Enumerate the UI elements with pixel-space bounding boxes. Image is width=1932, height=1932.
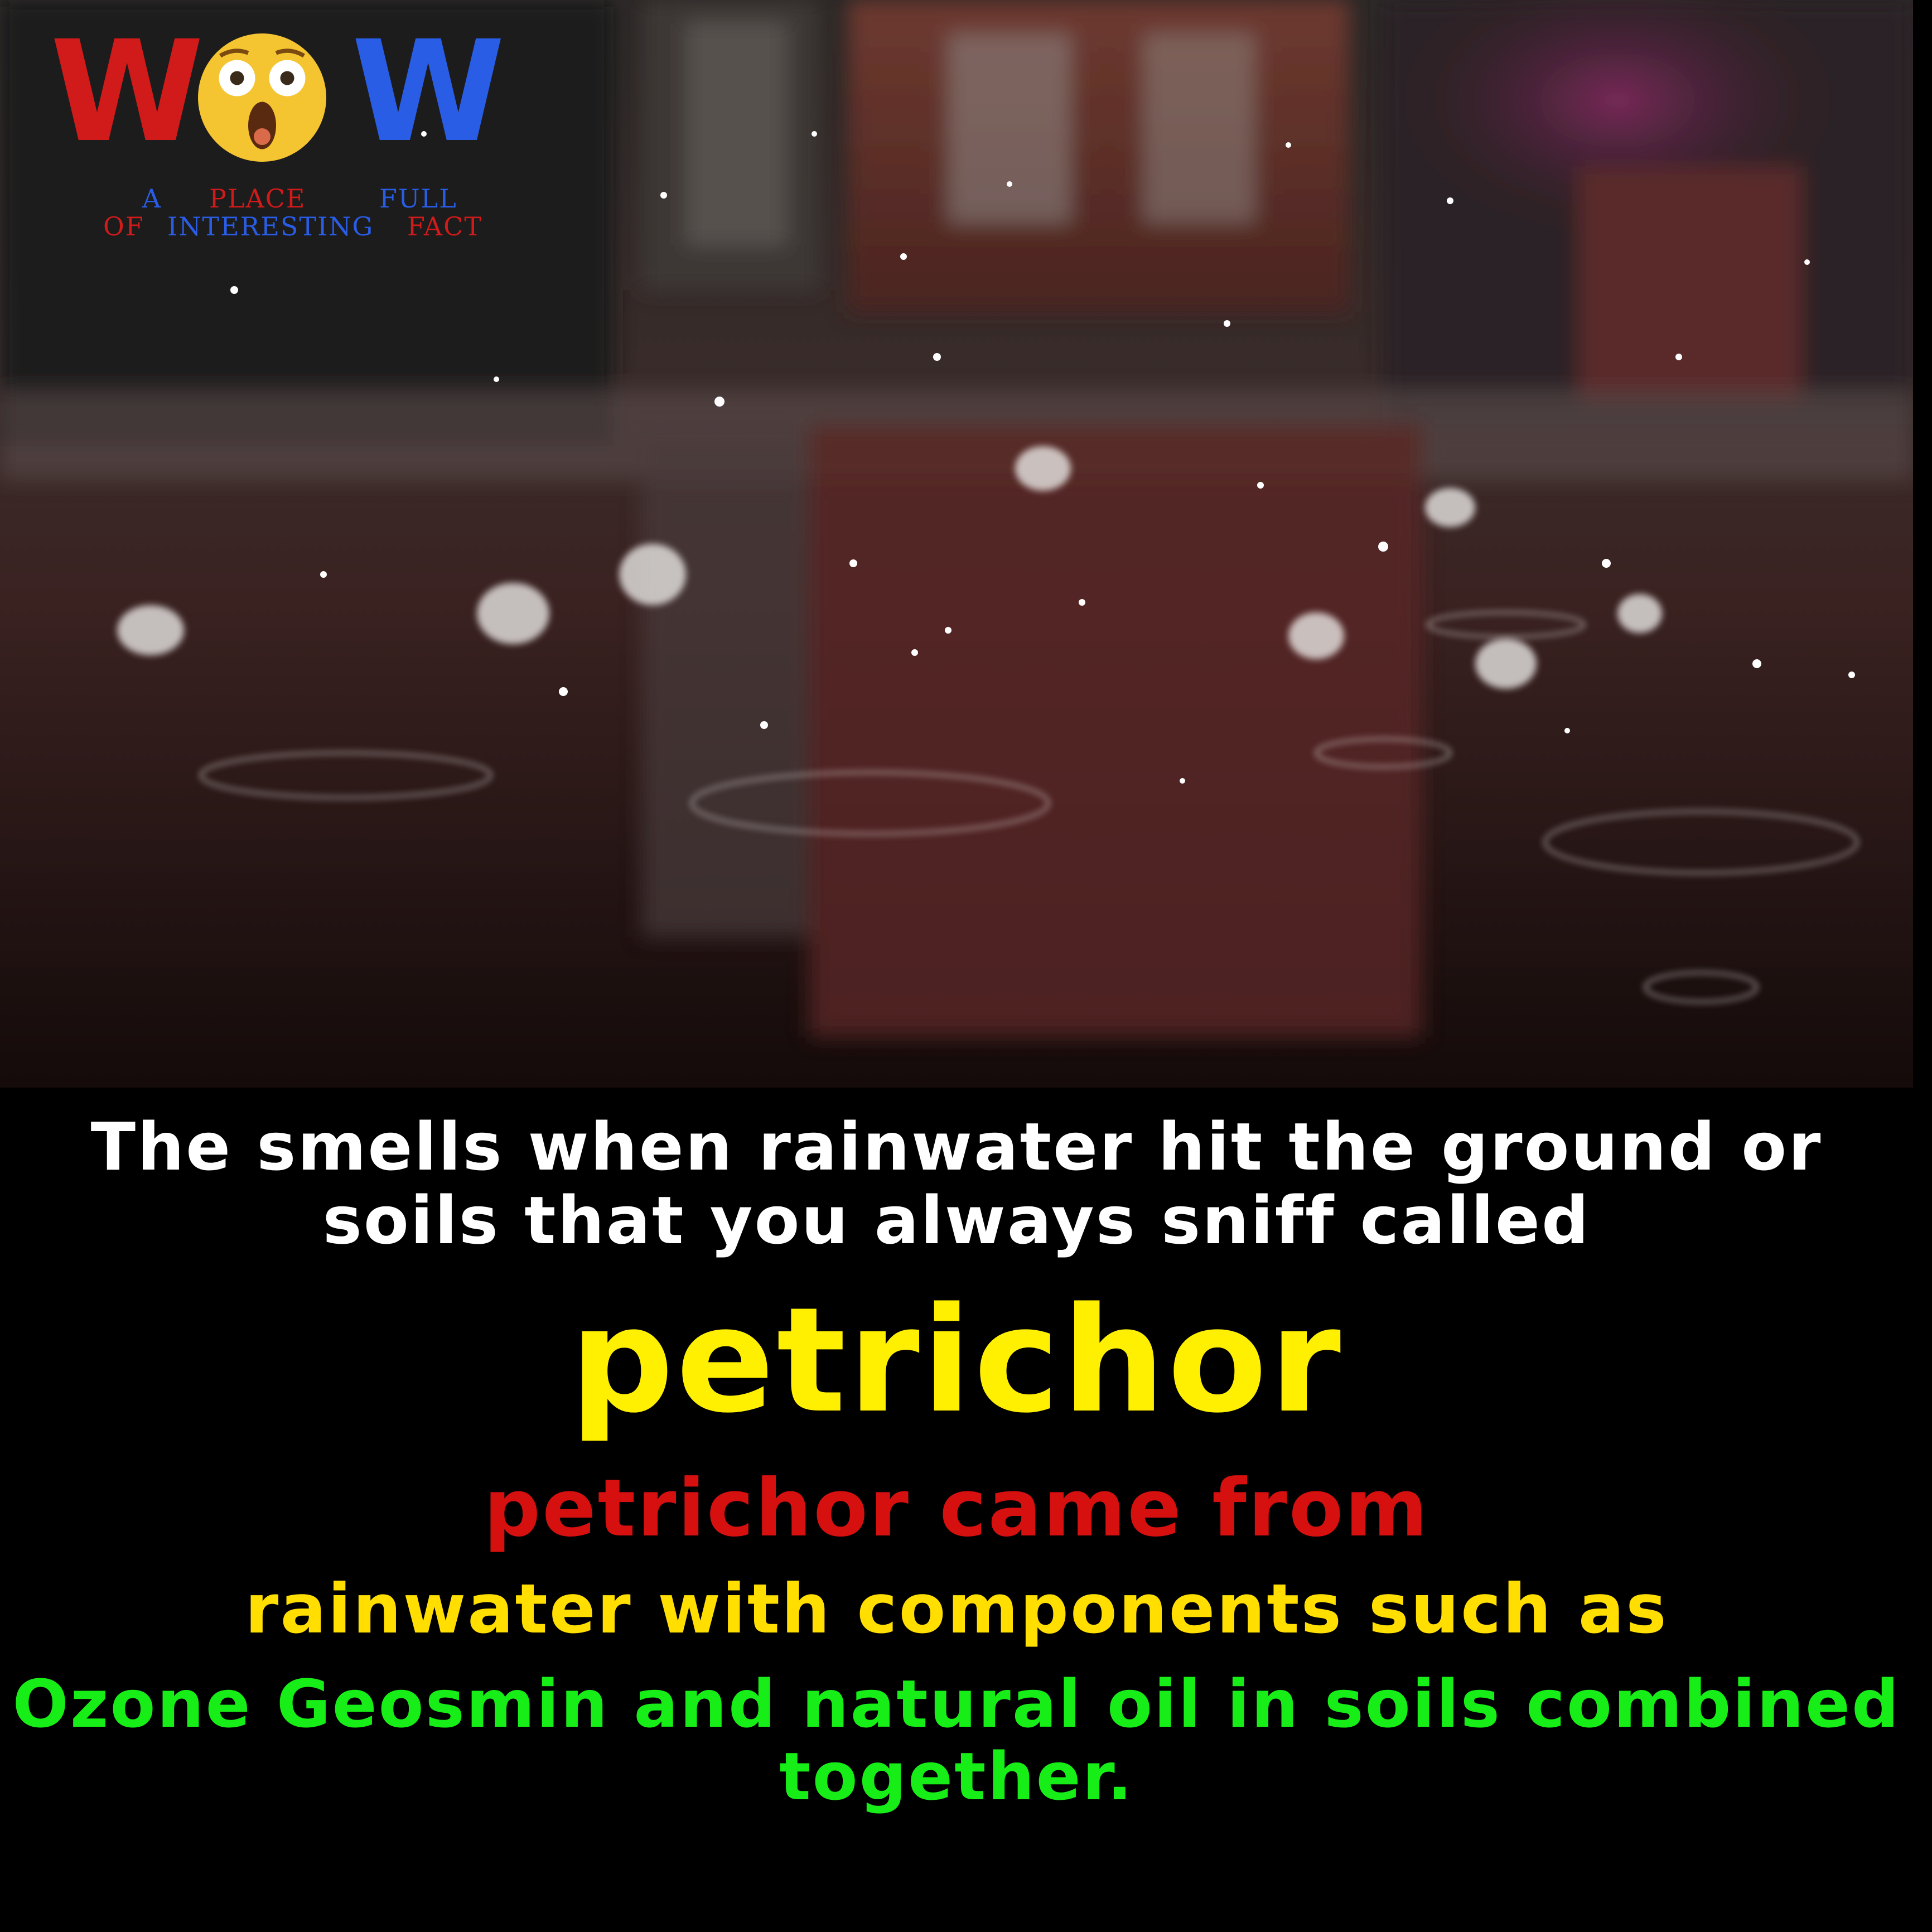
keyword-heading: petrichor <box>569 1277 1344 1445</box>
logo-tagline-a: A <box>142 183 162 214</box>
intro-text: The smells when rainwater hit the ground… <box>90 1108 1823 1259</box>
logo-tagline-place: PLACE <box>209 183 306 214</box>
wow-logo: W W A PLACE FULL OF INTERESTING FACT <box>50 11 505 241</box>
logo-letter-w-right: W <box>351 11 505 173</box>
logo-tagline-fact: FACT <box>407 211 483 241</box>
logo-tagline-full: FULL <box>379 183 457 214</box>
logo-tagline-of: OF <box>103 211 144 241</box>
origin-text: petrichor came from <box>484 1462 1429 1554</box>
components-text: Ozone Geosmin and natural oil in soils c… <box>12 1665 1901 1815</box>
logo-letter-w-left: W <box>50 11 204 173</box>
logo-tagline-interesting: INTERESTING <box>167 211 374 241</box>
rain-puddle-photo <box>0 0 1913 1088</box>
detail-text: rainwater with components such as <box>245 1569 1668 1649</box>
astonished-face-icon <box>198 33 326 162</box>
